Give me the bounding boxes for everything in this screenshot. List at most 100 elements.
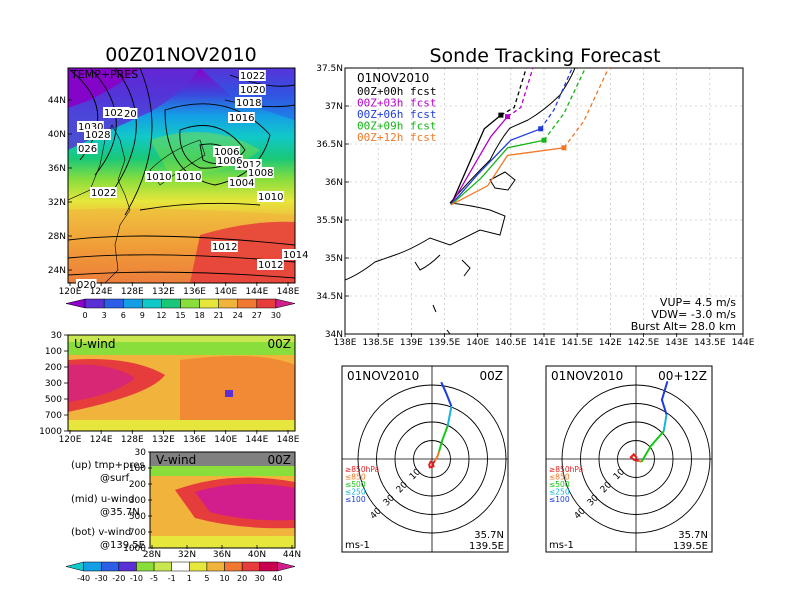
isobar-label-12: 1006 xyxy=(217,156,242,167)
v-colorbar-label-8: 10 xyxy=(219,574,229,583)
u-wind-lon-ticks: 120E 124E 128E 132E 136E 140E 144E 148E xyxy=(59,430,300,445)
temp-colorbar-swatch-3 xyxy=(123,298,143,309)
track-legend-item-1: 00Z+03h fcst xyxy=(357,97,436,110)
v-lat-tick-0: 28N xyxy=(143,550,161,560)
note-bot-level: @139.5E xyxy=(100,540,145,551)
v-colorbar-swatch-0 xyxy=(65,561,84,572)
isobar-label-10: 1008 xyxy=(248,168,273,179)
track-line-2 xyxy=(450,128,541,206)
u-p-tick-5: 700 xyxy=(45,411,62,421)
hodo2-level-1: ≤850 xyxy=(549,473,570,482)
v-wind-label: V-wind xyxy=(156,453,196,467)
v-p-tick-5: 700 xyxy=(129,528,146,538)
temp-colorbar-label-9: 27 xyxy=(252,311,262,320)
isobar-label-bg-18 xyxy=(211,241,238,252)
v-wind-panel xyxy=(150,452,295,548)
isobar-label-bg-2 xyxy=(235,97,262,108)
hodo1-level-4: ≤100 xyxy=(345,495,366,504)
isobar-label-11: 1006 xyxy=(214,147,239,158)
v-p-tick-2: 200 xyxy=(129,480,146,490)
isobar-label-17: 1010 xyxy=(258,192,283,203)
temp-colorbar-label-3: 9 xyxy=(140,311,145,320)
u-lon-tick-5: 140E xyxy=(214,435,237,445)
temp-colorbar-label-4: 12 xyxy=(156,311,166,320)
track-lat-tick-6: 34.5N xyxy=(316,292,343,302)
isobar-label-0: 1022 xyxy=(240,71,265,82)
v-colorbar-swatch-5 xyxy=(153,561,172,572)
track-lat-tick-5: 35N xyxy=(325,254,343,264)
isobar-label-bg-8 xyxy=(77,143,98,154)
note-up-level: @surf xyxy=(100,473,130,484)
u-lon-tick-0: 120E xyxy=(59,435,82,445)
hodo1-time: 00Z xyxy=(480,369,504,383)
v-lat-tick-4: 44N xyxy=(283,550,301,560)
temp-lat-tick-5: 24N xyxy=(48,266,66,276)
v-p-tick-6: 1000 xyxy=(123,544,146,554)
u-wind-panel xyxy=(68,335,295,431)
temp-lon-tick-5: 140E xyxy=(214,287,237,297)
temp-pressure-labels: 1022102010181016102420103010280261012100… xyxy=(76,70,309,291)
temp-lon-ticks: 120E 124E 128E 132E 136E 140E 144E 148E xyxy=(59,282,300,297)
v-p-tick-1: 100 xyxy=(129,464,146,474)
temp-colorbar-swatch-1 xyxy=(84,298,105,309)
hodo2-unit: ms-1 xyxy=(549,540,574,551)
hodo2-trace-0 xyxy=(629,452,639,462)
isobar-label-bg-19 xyxy=(257,259,284,270)
isobar-label-8: 026 xyxy=(78,144,97,155)
temp-colorbar-label-5: 15 xyxy=(175,311,185,320)
track-legend-item-2: 00Z+06h fcst xyxy=(357,108,436,121)
temp-lon-tick-3: 132E xyxy=(152,287,175,297)
isobar-label-20: 1014 xyxy=(283,250,308,261)
v-colorbar-label-11: 40 xyxy=(272,574,282,583)
hodo1-trace-1 xyxy=(433,451,440,462)
isobar-label-4: 1024 xyxy=(104,108,129,119)
temp-colorbar-label-2: 6 xyxy=(121,311,126,320)
hodo1-ring-3 xyxy=(357,384,507,534)
isobar-label-bg-0 xyxy=(239,70,266,81)
temp-lon-tick-2: 128E xyxy=(121,287,144,297)
isobar-label-bg-4 xyxy=(103,107,130,118)
temp-colorbar-label-1: 3 xyxy=(102,311,107,320)
temp-colorbar-swatch-8 xyxy=(218,298,238,309)
track-map xyxy=(345,68,743,334)
temp-colorbar-swatch-4 xyxy=(142,298,162,309)
track-burst-marker-2 xyxy=(538,126,544,132)
u-wind-time: 00Z xyxy=(268,337,292,351)
track-lon-tick-4: 140E xyxy=(466,338,489,348)
track-line-dashed-0 xyxy=(500,68,527,116)
hodo2-trace-1 xyxy=(638,459,642,463)
v-colorbar-label-7: 5 xyxy=(204,574,209,583)
temp-colorbar-label-7: 21 xyxy=(214,311,224,320)
isobar-label-bg-7 xyxy=(84,129,111,140)
temp-colorbar: 0 3 6 9 12 15 18 21 24 27 30 xyxy=(65,298,296,320)
isobar-label-15: 1004 xyxy=(229,178,254,189)
track-lon-tick-7: 141.5E xyxy=(561,338,593,348)
track-line-1 xyxy=(450,116,509,206)
track-lat-tick-2: 36.5N xyxy=(316,140,343,150)
u-p-tick-2: 200 xyxy=(45,363,62,373)
v-p-tick-4: 500 xyxy=(129,512,146,522)
hodo2-lat: 35.7N xyxy=(678,530,708,541)
v-colorbar-swatch-11 xyxy=(259,561,278,572)
track-burst-marker-4 xyxy=(561,145,567,151)
hodo1-level-3: ≤250 xyxy=(345,488,366,497)
hodo1-level-2: ≤500 xyxy=(345,480,366,489)
track-burst-marker-0 xyxy=(498,112,504,118)
temp-lon-tick-6: 144E xyxy=(245,287,268,297)
isobar-label-bg-11 xyxy=(213,146,240,157)
v-colorbar-label-0: -40 xyxy=(77,574,90,583)
v-colorbar-label-9: 20 xyxy=(237,574,247,583)
track-line-dashed-3 xyxy=(543,68,587,141)
track-lon-tick-10: 143E xyxy=(665,338,688,348)
v-lat-tick-3: 40N xyxy=(248,550,266,560)
temp-colorbar-swatch-9 xyxy=(237,298,258,309)
temp-map-label: TEMP+PRES xyxy=(70,68,138,81)
hodo2-level-3: ≤250 xyxy=(549,488,570,497)
hodo2-time: 00+12Z xyxy=(658,369,707,383)
hodo2-level-2: ≤500 xyxy=(549,480,570,489)
note-mid-level: @35.7N xyxy=(100,507,140,518)
v-colorbar-swatch-1 xyxy=(83,561,102,572)
temp-colorbar-swatch-7 xyxy=(199,298,219,309)
track-lon-tick-8: 142E xyxy=(599,338,622,348)
